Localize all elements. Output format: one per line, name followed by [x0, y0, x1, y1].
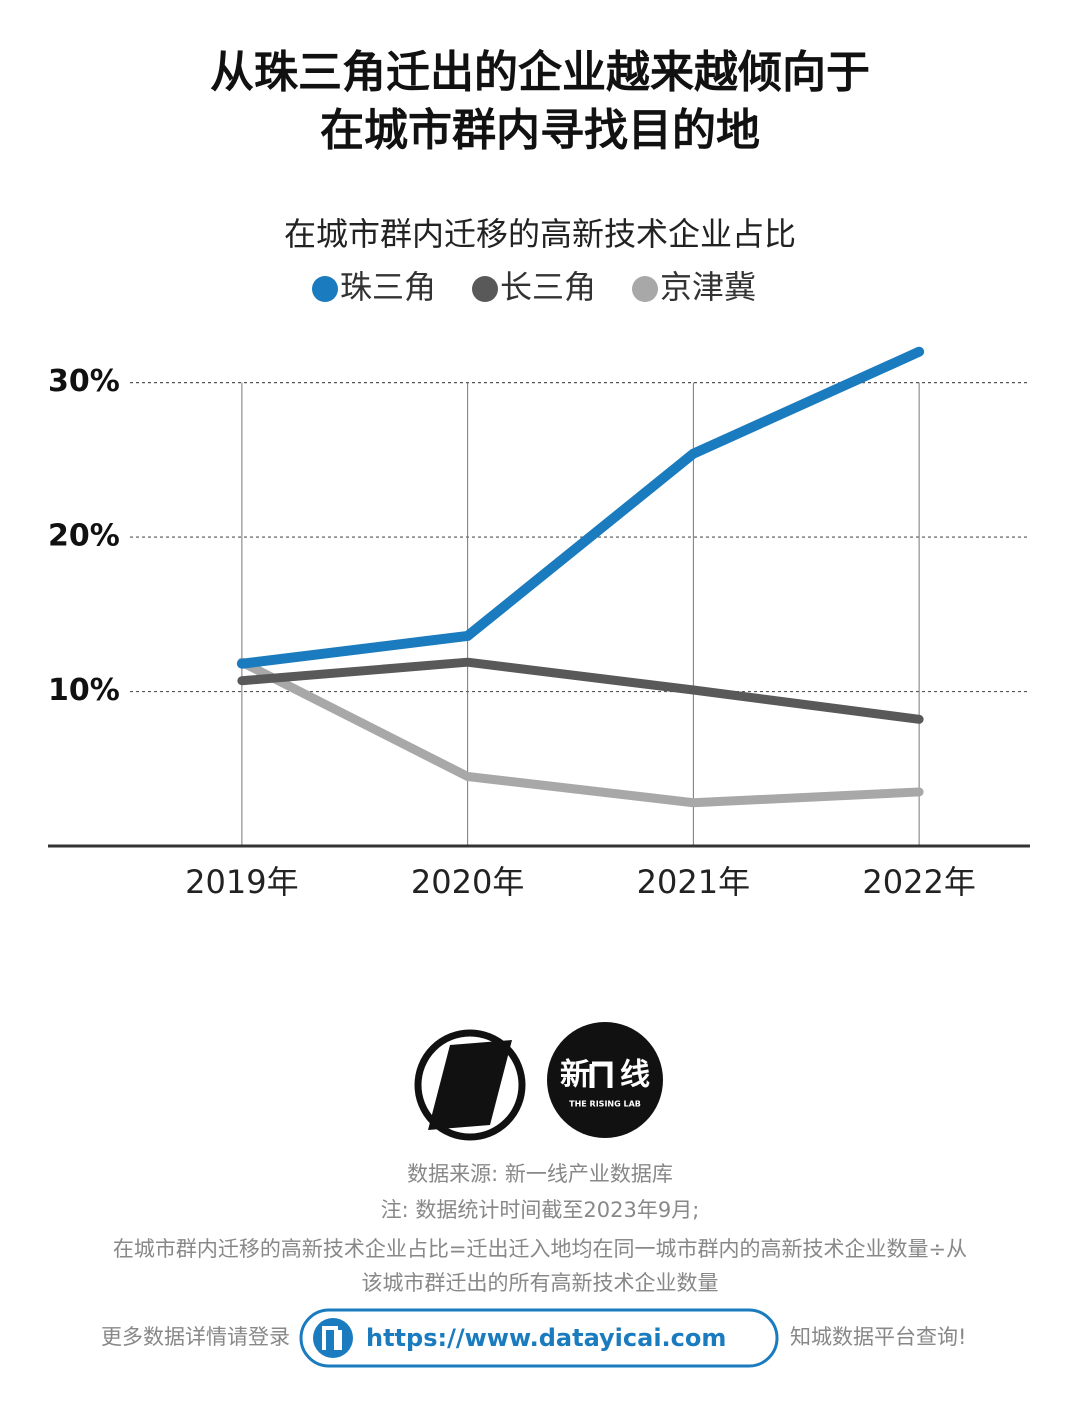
plot: 10% 20% 30% 2019年 2020年 2021年 2022年 — [48, 346, 1030, 901]
source: 数据来源: 新一线产业数据库 — [407, 1162, 673, 1186]
x-tick-label: 2019年 — [185, 863, 298, 901]
legend-label: 长三角 — [500, 268, 596, 306]
chart-title: 在城市群内迁移的高新技术企业占比 — [284, 215, 796, 253]
y-tick-label: 30% — [48, 364, 120, 399]
series-line — [236, 346, 925, 669]
title-line: 在城市群内寻找目的地 — [320, 105, 760, 156]
note: 该城市群迁出的所有高新技术企业数量 — [362, 1271, 719, 1295]
brand-tagline: THE RISING LAB — [569, 1100, 641, 1109]
y-tick-label: 20% — [48, 519, 120, 554]
legend: 珠三角 长三角 京津冀 — [312, 268, 756, 306]
x-tick-label: 2021年 — [637, 863, 750, 901]
brand-text: 线 — [620, 1058, 650, 1093]
brand-text: 新 — [560, 1058, 590, 1093]
cta-text: 知城数据平台查询! — [790, 1325, 966, 1349]
legend-marker — [632, 276, 658, 302]
series-line — [237, 657, 924, 724]
url[interactable]: https://www.datayicai.com — [366, 1324, 726, 1352]
logo-right: 新 线 THE RISING LAB — [547, 1022, 663, 1138]
x-tick-label: 2020年 — [411, 863, 524, 901]
note: 在城市群内迁移的高新技术企业占比=迁出迁入地均在同一城市群内的高新技术企业数量÷… — [113, 1237, 967, 1261]
url-icon — [313, 1318, 353, 1358]
legend-label: 京津冀 — [660, 268, 756, 306]
legend-marker — [312, 276, 338, 302]
y-tick-label: 10% — [48, 673, 120, 708]
url-box[interactable] — [299, 1308, 779, 1368]
series-line — [237, 657, 924, 808]
cta-text: 更多数据详情请登录 — [101, 1325, 290, 1349]
logo-left — [414, 1029, 526, 1141]
x-tick-label: 2022年 — [862, 863, 975, 901]
note: 注: 数据统计时间截至2023年9月; — [381, 1198, 700, 1222]
title-line: 从珠三角迁出的企业越来越倾向于 — [210, 47, 870, 98]
legend-marker — [472, 276, 498, 302]
url-bar[interactable]: https://www.datayicai.com — [299, 1308, 779, 1368]
legend-label: 珠三角 — [340, 268, 436, 306]
